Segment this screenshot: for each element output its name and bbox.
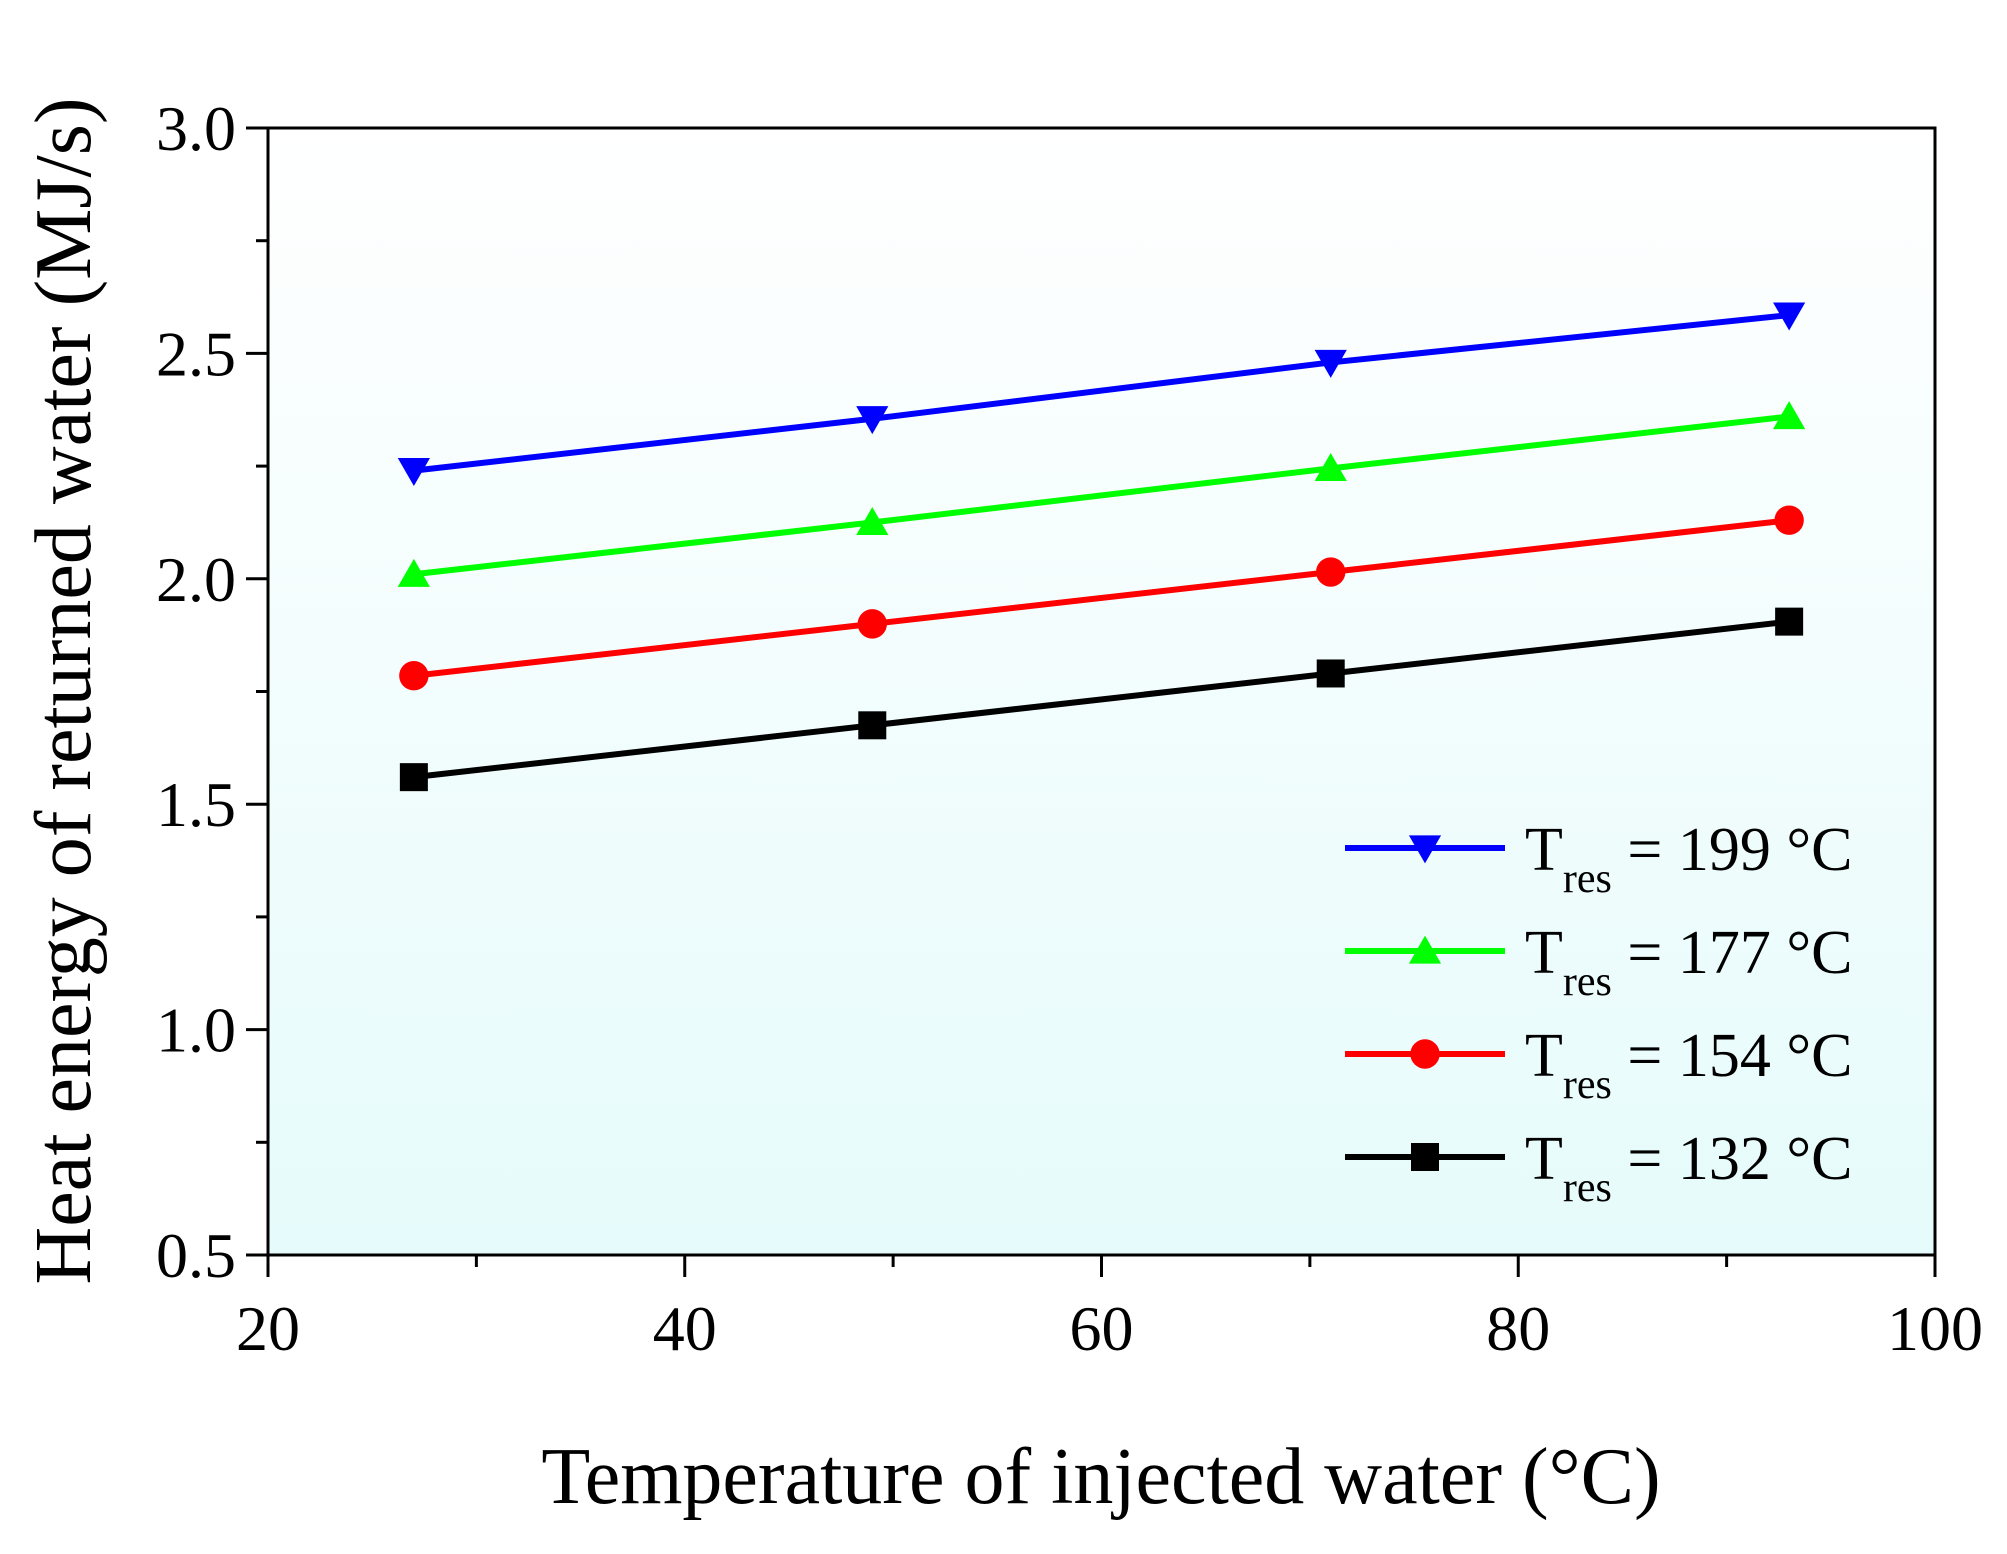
legend-entry: Tres = 154 °C [1345, 1022, 1852, 1108]
data-point [1775, 607, 1804, 636]
x-tick-label: 60 [1070, 1293, 1134, 1364]
data-point [399, 763, 428, 792]
legend-marker [1408, 835, 1442, 864]
y-tick-label: 1.0 [156, 995, 236, 1066]
data-point [857, 609, 887, 639]
x-tick-label: 80 [1486, 1293, 1550, 1364]
data-point [1774, 505, 1804, 535]
data-point [397, 458, 430, 487]
data-point [1316, 659, 1345, 688]
legend-label: Tres = 154 °C [1525, 1022, 1852, 1108]
legend-entry: Tres = 177 °C [1345, 919, 1852, 1005]
data-point [858, 711, 887, 740]
data-point [399, 661, 429, 691]
plot-background [268, 128, 1935, 1255]
series-line [413, 618, 1790, 781]
series [397, 302, 1806, 487]
data-point [1316, 557, 1346, 587]
data-point [856, 507, 889, 536]
x-tick-label: 100 [1887, 1293, 1983, 1364]
series [399, 505, 1804, 691]
series-line [413, 517, 1790, 679]
y-tick-label: 3.0 [156, 93, 236, 164]
legend-marker [1410, 1039, 1440, 1069]
data-point [1773, 302, 1806, 331]
x-tick-label: 20 [236, 1293, 300, 1364]
data-point [856, 406, 889, 435]
legend-label: Tres = 132 °C [1525, 1125, 1852, 1211]
data-point [1314, 349, 1347, 378]
data-point [1773, 401, 1806, 430]
series [399, 607, 1804, 792]
x-tick-label: 40 [653, 1293, 717, 1364]
x-axis-title: Temperature of injected water (°C) [541, 1433, 1660, 1521]
data-point [1314, 452, 1347, 481]
legend-marker [1408, 935, 1442, 964]
series-layer [397, 302, 1806, 792]
series [397, 401, 1806, 587]
legend-entry: Tres = 132 °C [1345, 1125, 1852, 1211]
series-line [413, 312, 1790, 474]
series-line [413, 413, 1790, 578]
y-tick-label: 2.5 [156, 318, 236, 389]
legend-label: Tres = 177 °C [1525, 919, 1852, 1005]
legend: Tres = 199 °C Tres = 177 °C Tres = 154 °C T… [1345, 816, 1852, 1211]
y-tick-label: 1.5 [156, 769, 236, 840]
data-point [397, 558, 430, 587]
y-tick-label: 2.0 [156, 544, 236, 615]
y-tick-label: 0.5 [156, 1220, 236, 1291]
legend-marker [1411, 1143, 1439, 1171]
y-axis-title: Heat energy of returned water (MJ/s) [20, 98, 108, 1285]
legend-label: Tres = 199 °C [1525, 816, 1852, 902]
axis-layer: 20 40 60 80 100 0.5 1.0 1.5 2.0 2.5 3.0 [156, 93, 1983, 1364]
legend-entry: Tres = 199 °C [1345, 816, 1852, 902]
